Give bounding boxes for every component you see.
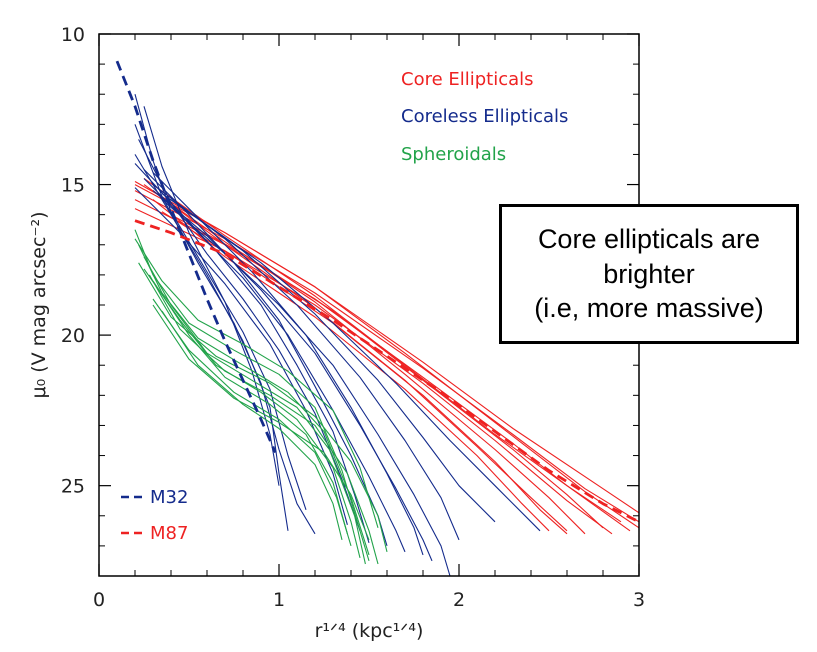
legend-core-ellipticals: Core Ellipticals: [401, 69, 534, 90]
core-profile-line-10: [170, 214, 604, 529]
spheroidal-profile-line-31: [152, 298, 352, 547]
spheroidal-profile-line-33: [138, 262, 388, 553]
coreless-profile-line-17: [152, 172, 424, 556]
coreless-profile-line-13: [134, 154, 289, 531]
x-tick-label: 1: [273, 589, 285, 611]
spheroidal-profile-line-28: [143, 256, 366, 565]
y-tick-label: 20: [61, 325, 85, 347]
callout-box: Core ellipticals are brighter (i.e, more…: [499, 204, 799, 344]
m87-legend-label: M87: [150, 523, 188, 544]
spheroidal-profile-line-36: [152, 304, 370, 541]
core-profile-line-7: [143, 178, 622, 523]
x-tick-label: 3: [633, 589, 645, 611]
core-profile-line-4: [143, 184, 586, 535]
spheroidal-profile-line-29: [143, 268, 361, 559]
legend-spheroidals: Spheroidals: [401, 144, 506, 165]
coreless-profile-line-20: [152, 184, 460, 541]
callout-text: Core ellipticals are brighter (i.e, more…: [534, 224, 764, 324]
core-profile-line-6: [152, 199, 550, 532]
y-tick-label: 25: [61, 476, 85, 498]
coreless-profile-line-24: [134, 187, 348, 525]
y-tick-label: 15: [61, 175, 85, 197]
coreless-profile-line-25: [143, 106, 280, 486]
m32-profile-line-37: [115, 60, 277, 454]
spheroidal-profile-line-35: [148, 274, 379, 565]
y-tick-label: 10: [61, 24, 85, 46]
m32-legend-label: M32: [150, 487, 188, 508]
x-tick-label: 2: [453, 589, 465, 611]
series-layer: [115, 60, 640, 577]
coreless-profile-line-16: [143, 178, 406, 553]
coreless-profile-line-19: [161, 199, 451, 577]
spheroidal-profile-line-30: [152, 280, 348, 534]
x-axis-label: r¹ᐟ⁴ (kpc¹ᐟ⁴): [315, 620, 424, 642]
spheroidal-profile-line-26: [134, 229, 370, 562]
coreless-profile-line-22: [170, 199, 541, 532]
coreless-profile-line-11: [134, 94, 307, 510]
y-axis-label: μ₀ (V mag arcsec⁻²): [28, 211, 50, 398]
x-tick-label: 0: [93, 589, 105, 611]
coreless-profile-line-18: [152, 190, 433, 562]
legend-coreless-ellipticals: Coreless Ellipticals: [401, 106, 568, 127]
spheroidal-profile-line-34: [134, 238, 379, 528]
spheroidal-profile-line-32: [161, 310, 343, 541]
tick-layer: 0 1 2 3 10 15 20 25: [61, 24, 645, 611]
core-profile-line-9: [134, 181, 640, 529]
